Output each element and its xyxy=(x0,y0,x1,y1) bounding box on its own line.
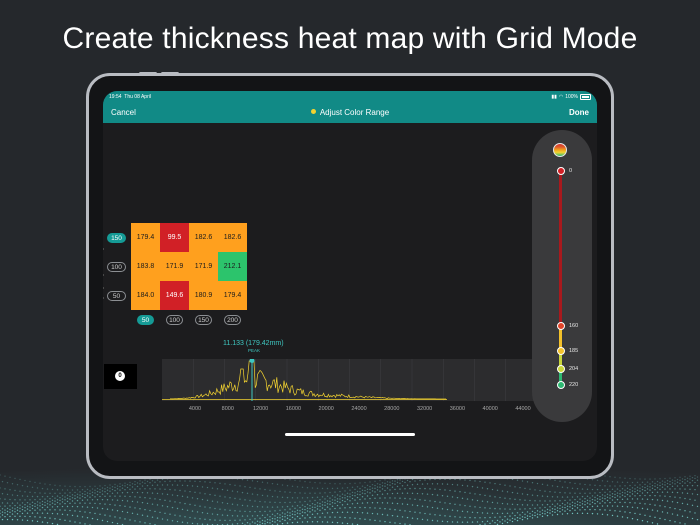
grid-cell[interactable]: 171.9 xyxy=(160,252,189,281)
battery-icon xyxy=(580,94,591,100)
range-knob-220[interactable] xyxy=(556,381,565,389)
home-indicator xyxy=(285,433,415,436)
x-tick-label: 20000 xyxy=(318,406,334,412)
grid-cell[interactable]: 171.9 xyxy=(189,252,218,281)
nav-title: Adjust Color Range xyxy=(103,108,597,117)
battery-percent: 100% xyxy=(565,94,578,100)
range-knob-160[interactable] xyxy=(556,322,565,330)
row-label-150[interactable]: 150 xyxy=(107,233,126,243)
range-track-segment xyxy=(559,326,562,351)
grid-cell[interactable]: 99.5 xyxy=(160,223,189,252)
histogram-chart xyxy=(162,358,507,401)
done-button[interactable]: Done xyxy=(569,108,589,117)
x-tick-label: 32000 xyxy=(416,406,433,412)
x-tick-label: 24000 xyxy=(351,406,367,412)
grid-cell[interactable]: 184.0 xyxy=(131,281,160,310)
status-date: Thu 08 April xyxy=(124,94,151,100)
x-tick-label: 28000 xyxy=(384,406,400,412)
zero-badge[interactable]: 0 xyxy=(115,371,125,381)
peak-caption: PEAK xyxy=(248,348,261,353)
status-time: 19:54 xyxy=(109,94,122,100)
nav-bar: Cancel Adjust Color Range Done xyxy=(103,102,597,123)
x-tick-label: 40000 xyxy=(482,406,498,412)
grid-cell[interactable]: 179.4 xyxy=(131,223,160,252)
title-dot-icon xyxy=(310,109,316,115)
grid-cell[interactable]: 212.1 xyxy=(218,252,247,281)
column-label-200[interactable]: 200 xyxy=(224,315,241,325)
column-label-50[interactable]: 50 xyxy=(137,315,154,325)
color-range-panel xyxy=(532,130,592,422)
range-label-160: 160 xyxy=(569,323,579,329)
row-label-50[interactable]: 50 xyxy=(107,291,126,301)
cancel-button[interactable]: Cancel xyxy=(111,108,136,117)
x-tick-label: 12000 xyxy=(252,406,269,412)
app-screen: 19:54 Thu 08 April ▮▮ ◠ 100% Cancel Adju… xyxy=(103,91,597,461)
range-track-segment xyxy=(559,351,562,369)
column-label-150[interactable]: 150 xyxy=(195,315,212,325)
grid-cell[interactable]: 149.6 xyxy=(160,281,189,310)
signal-icon: ▮▮ xyxy=(551,94,557,100)
grid-cell[interactable]: 180.9 xyxy=(189,281,218,310)
row-label-100[interactable]: 100 xyxy=(107,262,126,272)
range-label-185: 185 xyxy=(569,348,579,354)
status-bar: 19:54 Thu 08 April ▮▮ ◠ 100% xyxy=(103,91,597,102)
wifi-icon: ◠ xyxy=(558,94,564,100)
x-tick-label: 44000 xyxy=(515,406,531,412)
grid-cell[interactable]: 183.8 xyxy=(131,252,160,281)
x-tick-label: 8000 xyxy=(221,406,234,412)
histogram-curve xyxy=(170,360,446,400)
peak-value-label: 11.133 (179.42mm) xyxy=(223,340,284,347)
range-label-0: 0 xyxy=(569,168,573,174)
histogram-panel[interactable] xyxy=(162,358,537,401)
range-knob-0[interactable] xyxy=(556,167,565,175)
grid-cell[interactable]: 182.6 xyxy=(189,223,218,252)
rainbow-gradient-icon[interactable] xyxy=(553,143,567,157)
column-label-100[interactable]: 100 xyxy=(166,315,183,325)
grid-cell[interactable]: 182.6 xyxy=(218,223,247,252)
x-tick-label: 36000 xyxy=(449,406,466,412)
range-label-220: 220 xyxy=(569,382,579,388)
range-label-204: 204 xyxy=(569,366,579,372)
range-track-segment xyxy=(559,369,562,385)
range-track-red xyxy=(559,172,562,327)
x-tick-label: 16000 xyxy=(285,406,302,412)
range-knob-204[interactable] xyxy=(556,365,565,373)
nav-title-text: Adjust Color Range xyxy=(319,108,390,117)
x-tick-label: 4000 xyxy=(188,406,202,412)
grid-cell[interactable]: 179.4 xyxy=(218,281,247,310)
peak-marker-dot xyxy=(249,358,255,363)
headline: Create thickness heat map with Grid Mode xyxy=(62,22,638,55)
range-knob-185[interactable] xyxy=(556,347,565,355)
